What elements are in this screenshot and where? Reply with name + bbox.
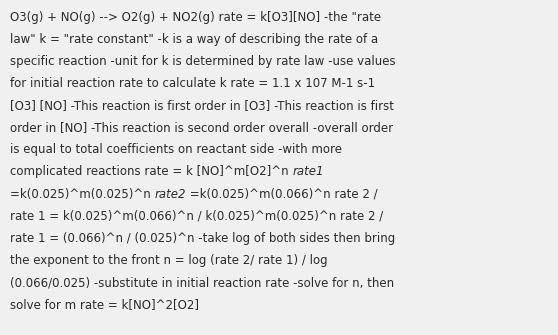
Text: complicated reactions rate = k [NO]^m[O2]^n: complicated reactions rate = k [NO]^m[O2… <box>10 165 292 179</box>
Text: is equal to total coefficients on reactant side -with more: is equal to total coefficients on reacta… <box>10 143 342 156</box>
Text: =k(0.025)^m(0.025)^n: =k(0.025)^m(0.025)^n <box>10 188 155 201</box>
Text: rate 1 = k(0.025)^m(0.066)^n / k(0.025)^m(0.025)^n rate 2 /: rate 1 = k(0.025)^m(0.066)^n / k(0.025)^… <box>10 210 383 223</box>
Text: order in [NO] -This reaction is second order overall -overall order: order in [NO] -This reaction is second o… <box>10 121 393 134</box>
Text: rate2: rate2 <box>155 188 186 201</box>
Text: solve for m rate = k[NO]^2[O2]: solve for m rate = k[NO]^2[O2] <box>10 298 199 311</box>
Text: rate 1 = (0.066)^n / (0.025)^n -take log of both sides then bring: rate 1 = (0.066)^n / (0.025)^n -take log… <box>10 232 395 245</box>
Text: rate1: rate1 <box>292 165 324 179</box>
Text: [O3] [NO] -This reaction is first order in [O3] -This reaction is first: [O3] [NO] -This reaction is first order … <box>10 99 394 112</box>
Text: specific reaction -unit for k is determined by rate law -use values: specific reaction -unit for k is determi… <box>10 55 396 68</box>
Text: O3(g) + NO(g) --> O2(g) + NO2(g) rate = k[O3][NO] -the "rate: O3(g) + NO(g) --> O2(g) + NO2(g) rate = … <box>10 11 381 24</box>
Text: law" k = "rate constant" -k is a way of describing the rate of a: law" k = "rate constant" -k is a way of … <box>10 33 378 46</box>
Text: =k(0.025)^m(0.066)^n rate 2 /: =k(0.025)^m(0.066)^n rate 2 / <box>186 188 378 201</box>
Text: for initial reaction rate to calculate k rate = 1.1 x 107 M-1 s-1: for initial reaction rate to calculate k… <box>10 77 375 90</box>
Text: the exponent to the front n = log (rate 2/ rate 1) / log: the exponent to the front n = log (rate … <box>10 254 328 267</box>
Text: (0.066/0.025) -substitute in initial reaction rate -solve for n, then: (0.066/0.025) -substitute in initial rea… <box>10 276 394 289</box>
